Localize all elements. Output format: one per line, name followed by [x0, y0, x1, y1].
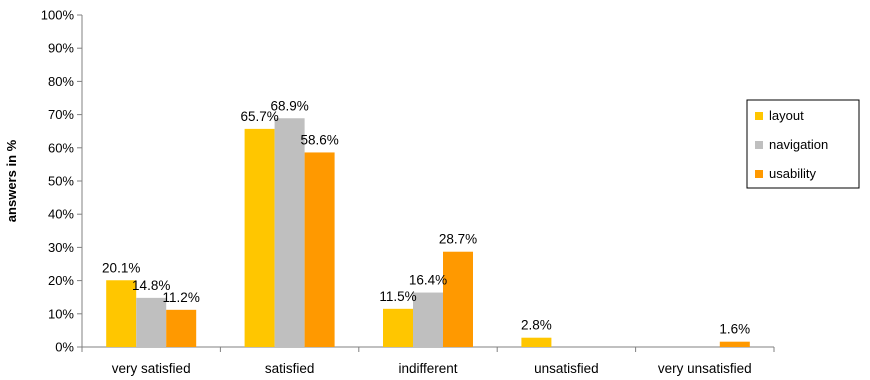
data-label: 16.4% — [409, 273, 447, 288]
bar-layout — [521, 337, 552, 347]
y-tick-label: 80% — [48, 74, 74, 89]
bar-usability — [719, 341, 750, 347]
axes: 0% 10% 20% 30% 40% 50% 60% 70% 80% 90% 100% — [41, 8, 775, 355]
bar-layout — [106, 280, 137, 347]
y-tick-label: 30% — [48, 240, 74, 255]
legend-label-navigation: navigation — [769, 137, 828, 152]
bar-usability — [304, 152, 335, 347]
y-tick-label: 40% — [48, 207, 74, 222]
bar-navigation — [413, 292, 443, 347]
y-axis-label: answers in % — [4, 139, 19, 222]
legend-swatch-layout — [755, 112, 763, 120]
bars — [106, 118, 750, 347]
data-label: 11.5% — [379, 289, 416, 304]
bar-usability — [443, 251, 473, 347]
legend-label-usability: usability — [769, 166, 816, 181]
legend-swatch-usability — [755, 170, 763, 178]
data-labels: 20.1% 65.7% 11.5% 2.8% 14.8% 68.9% 16.4% 11.2% 5… — [102, 98, 750, 336]
category-label: unsatisfied — [534, 361, 599, 376]
bar-layout — [244, 128, 275, 347]
y-tick-label: 70% — [48, 107, 74, 122]
legend-label-layout: layout — [769, 108, 804, 123]
data-label: 68.9% — [270, 98, 308, 113]
y-tick-label: 100% — [41, 8, 75, 23]
y-tick-label: 10% — [48, 306, 74, 321]
category-label: satisfied — [265, 361, 315, 376]
bar-navigation — [274, 118, 305, 347]
data-label: 1.6% — [719, 322, 750, 337]
data-label: 2.8% — [521, 318, 552, 333]
category-label: indifferent — [398, 361, 457, 376]
y-tick-label: 0% — [55, 340, 74, 355]
data-label: 58.6% — [300, 132, 338, 147]
data-label: 65.7% — [240, 109, 278, 124]
y-tick-label: 60% — [48, 140, 74, 155]
data-label: 11.2% — [163, 290, 200, 305]
bar-layout — [383, 308, 413, 347]
category-labels: very satisfied satisfied indifferent unsati… — [112, 361, 752, 376]
data-label: 14.8% — [132, 278, 170, 293]
legend-swatch-navigation — [755, 141, 763, 149]
bar-usability — [166, 309, 197, 347]
legend: layout navigation usability — [746, 99, 860, 189]
category-label: very satisfied — [112, 361, 191, 376]
bar-navigation — [136, 297, 167, 347]
data-label: 20.1% — [102, 260, 140, 275]
y-tick-label: 50% — [48, 174, 74, 189]
legend-box — [746, 99, 860, 189]
data-label: 28.7% — [439, 232, 477, 247]
category-label: very unsatisfied — [658, 361, 752, 376]
y-tick-label: 90% — [48, 41, 74, 56]
y-tick-label: 20% — [48, 273, 74, 288]
